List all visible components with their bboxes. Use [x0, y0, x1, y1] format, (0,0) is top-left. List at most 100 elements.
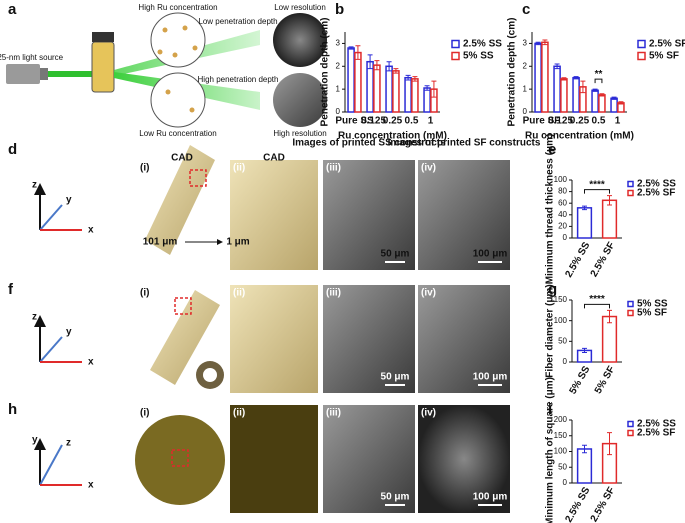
- x-tick-label: 0.125: [361, 116, 386, 127]
- error-bar: [393, 68, 399, 74]
- label: 1 μm: [226, 237, 249, 248]
- legend-swatch: [627, 180, 634, 188]
- x-tick-label: 2.5% SF: [589, 240, 618, 279]
- axis-letter: y: [66, 195, 72, 206]
- label: Low resolution: [274, 3, 326, 12]
- label: 525-nm light source: [0, 53, 64, 62]
- axis-letter: y: [66, 327, 72, 338]
- beam: [48, 71, 92, 77]
- axis-y: [39, 444, 63, 486]
- ss-iii-h: [323, 405, 415, 513]
- scale-bar-label: 50 μm: [381, 492, 410, 503]
- panel-numeral: (iii): [326, 163, 341, 174]
- error-bar: [367, 54, 373, 70]
- label: 101 μm: [143, 237, 178, 248]
- zoom-box: [189, 169, 207, 187]
- bar: [553, 65, 561, 113]
- y-tick-label: 80: [558, 187, 567, 196]
- error-bar: [618, 101, 624, 105]
- significance-bracket: [584, 189, 610, 194]
- bar: [366, 60, 374, 113]
- y-tick-label: 20: [558, 222, 567, 231]
- y-tick-label: 100: [554, 175, 568, 184]
- y-tick-label: 150: [554, 431, 568, 440]
- column-header: CAD: [171, 153, 193, 164]
- panel-letter: c: [522, 1, 530, 18]
- significance-label: ****: [589, 294, 605, 305]
- bar: [392, 70, 400, 113]
- cad-ii-f: [230, 285, 318, 393]
- label: High penetration depth: [198, 75, 279, 84]
- ss-iii-f: [323, 285, 415, 393]
- y-axis-label: Minimum length of square (μm): [545, 377, 556, 523]
- scale-bar-label: 100 μm: [473, 249, 508, 260]
- panel-letter: i: [548, 401, 552, 418]
- error-bar: [386, 61, 392, 72]
- legend-swatch: [451, 51, 460, 61]
- panel-a: [6, 12, 327, 128]
- low-res-image: [273, 13, 327, 67]
- bar: [385, 65, 393, 113]
- y-axis-label: Penetration depth (cm): [320, 18, 331, 127]
- error-bar: [542, 39, 548, 46]
- x-tick-label: 5% SF: [593, 364, 618, 395]
- legend-label: 5% SS: [637, 299, 668, 310]
- legend-label: 2.5% SS: [637, 179, 676, 190]
- vial-cap: [92, 32, 114, 42]
- bar: [591, 89, 599, 113]
- y-tick-label: 0: [563, 233, 568, 242]
- legend-label: 2.5% SS: [637, 419, 676, 430]
- axis-letter: x: [88, 357, 94, 368]
- panel-numeral: (iv): [421, 163, 436, 174]
- x-tick-label: 0.5: [405, 116, 419, 127]
- panel-letter: a: [8, 1, 17, 18]
- scale-bar-label: 50 μm: [381, 372, 410, 383]
- bar: [534, 42, 542, 113]
- error-bar: [405, 74, 411, 81]
- significance-label: **: [595, 69, 603, 80]
- sf-iv-f: [418, 285, 510, 393]
- legend-swatch: [637, 39, 646, 49]
- legend-swatch: [627, 309, 634, 317]
- error-bar: [607, 309, 612, 324]
- x-tick-label: 5% SS: [568, 364, 593, 396]
- y-tick-label: 0: [563, 357, 568, 366]
- zoom-box: [171, 449, 189, 467]
- error-bar: [535, 41, 541, 46]
- x-tick-label: 1: [428, 116, 434, 127]
- axis-letter: z: [32, 180, 37, 191]
- scale-bar-label: 100 μm: [473, 492, 508, 503]
- cad-disc: [135, 415, 225, 505]
- y-tick-label: 2: [336, 61, 341, 70]
- error-bar: [607, 195, 612, 206]
- light-source-head: [40, 68, 48, 80]
- panel-letter: b: [335, 1, 344, 18]
- column-header: CAD: [263, 153, 285, 164]
- error-bar: [582, 205, 587, 211]
- y-tick-label: 60: [558, 198, 567, 207]
- cad-ii-h: [230, 405, 318, 513]
- y-tick-label: 100: [554, 447, 568, 456]
- column-header: Images of printed SF constructs: [388, 138, 541, 149]
- error-bar: [592, 88, 598, 92]
- legend-swatch: [451, 39, 460, 49]
- image-panels: [135, 145, 510, 513]
- x-tick-label: 0.25: [383, 116, 403, 127]
- legend-label: 2.5% SS: [463, 39, 502, 50]
- bar: [373, 64, 381, 113]
- x-axis-label: Ru concentration (mM): [525, 131, 634, 142]
- bar: [576, 448, 593, 484]
- legend-swatch: [627, 300, 634, 308]
- bar: [598, 94, 606, 113]
- legend-swatch: [627, 429, 634, 437]
- bar: [347, 47, 355, 113]
- panel-letter: h: [8, 401, 17, 418]
- error-bar: [561, 77, 567, 81]
- bar: [572, 76, 580, 113]
- label: High Ru concentration: [138, 3, 217, 12]
- axis-letter: x: [88, 480, 94, 491]
- panel-letter: e: [548, 141, 556, 158]
- column-header: Images of printed SS constructs: [292, 138, 446, 149]
- panel-numeral: (iv): [421, 288, 436, 299]
